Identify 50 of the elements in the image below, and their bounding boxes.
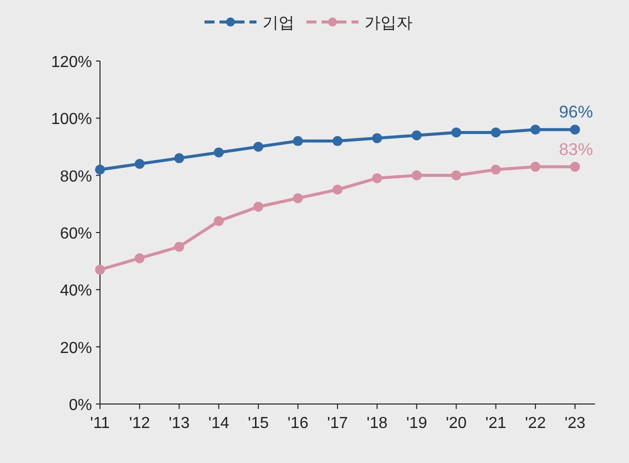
- point: [174, 242, 184, 252]
- point: [95, 164, 105, 175]
- point: [253, 142, 264, 152]
- x-tick-label: '11: [90, 415, 110, 432]
- annotation: 83%: [558, 140, 593, 159]
- x-tick-label: '14: [208, 415, 230, 432]
- point: [530, 124, 540, 135]
- x-tick-label: '22: [524, 415, 546, 432]
- legend-label: 기업: [262, 15, 294, 32]
- x-tick-label: '13: [168, 415, 190, 432]
- y-tick-label: 20%: [60, 340, 92, 357]
- y-tick-label: 40%: [60, 282, 92, 300]
- x-tick-label: '21: [485, 415, 506, 432]
- point: [95, 264, 105, 275]
- point: [332, 136, 342, 146]
- point: [530, 162, 540, 172]
- x-tick-label: '19: [406, 415, 428, 432]
- point: [570, 162, 580, 172]
- point: [292, 193, 303, 204]
- point: [451, 127, 462, 138]
- x-tick-label: '15: [248, 415, 269, 432]
- annotation: 96%: [558, 102, 593, 122]
- y-tick-label: 120%: [51, 54, 92, 71]
- x-tick-label: '18: [366, 415, 388, 432]
- y-tick-label: 80%: [60, 168, 92, 186]
- point: [372, 133, 382, 144]
- point: [372, 173, 382, 184]
- point: [570, 124, 580, 135]
- point: [412, 170, 422, 180]
- point: [451, 170, 462, 180]
- point: [332, 184, 342, 195]
- y-tick-label: 60%: [60, 226, 92, 242]
- point: [214, 216, 224, 226]
- point: [134, 158, 145, 169]
- point: [292, 136, 303, 146]
- x-tick-label: '20: [446, 415, 467, 432]
- point: [214, 147, 224, 158]
- point: [174, 153, 184, 164]
- x-tick-label: '17: [327, 415, 348, 432]
- point: [412, 130, 422, 140]
- x-tick-label: '16: [287, 415, 308, 432]
- x-tick-label: '12: [129, 415, 150, 432]
- point: [490, 164, 501, 175]
- x-tick-label: '23: [564, 415, 586, 432]
- point: [490, 127, 501, 138]
- point: [134, 253, 145, 264]
- y-tick-label: 100%: [51, 111, 92, 128]
- y-tick-label: 0%: [68, 397, 92, 414]
- legend-label: 가입자: [364, 15, 412, 32]
- point: [253, 202, 264, 212]
